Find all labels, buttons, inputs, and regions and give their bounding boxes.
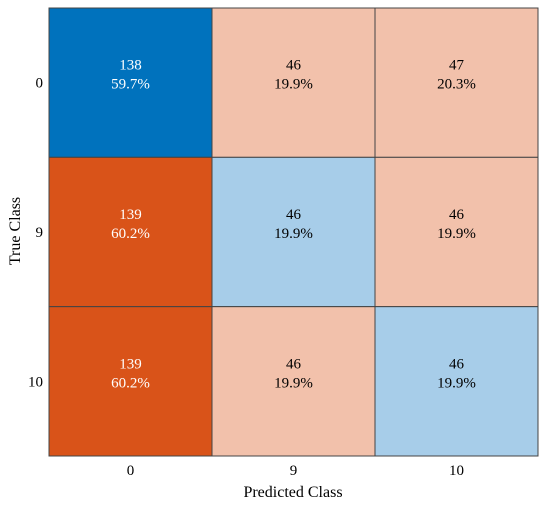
- x-axis-label: Predicted Class: [243, 484, 342, 501]
- matrix-cell-r1-c0: [48, 156, 213, 308]
- matrix-cell-r1-c1: [211, 156, 376, 308]
- y-tick-label-2: 10: [28, 374, 43, 390]
- cell-percent-r0-c2: 20.3%: [437, 77, 476, 93]
- ticks-layer: 0 9 10 0 9 10: [28, 76, 464, 479]
- y-axis-label: True Class: [7, 197, 24, 265]
- cell-percent-r1-c1: 19.9%: [274, 226, 313, 242]
- cell-count-r2-c0: 139: [119, 356, 142, 372]
- cells-layer: [48, 7, 539, 457]
- cell-percent-r0-c0: 59.7%: [111, 77, 150, 93]
- x-tick-label-1: 9: [290, 463, 298, 479]
- cell-count-r2-c2: 46: [449, 356, 465, 372]
- cell-count-r1-c1: 46: [286, 207, 302, 223]
- cell-percent-r2-c0: 60.2%: [111, 375, 150, 391]
- cell-count-r0-c2: 47: [449, 58, 465, 74]
- cell-percent-r2-c2: 19.9%: [437, 375, 476, 391]
- cell-count-r0-c1: 46: [286, 58, 302, 74]
- x-tick-label-2: 10: [449, 463, 464, 479]
- matrix-cell-r2-c0: [48, 306, 213, 457]
- cell-count-r2-c1: 46: [286, 356, 302, 372]
- matrix-cell-r0-c0: [48, 7, 213, 158]
- x-tick-label-0: 0: [127, 463, 135, 479]
- cell-percent-r2-c1: 19.9%: [274, 375, 313, 391]
- matrix-cell-r0-c2: [374, 7, 539, 158]
- cell-percent-r1-c0: 60.2%: [111, 226, 150, 242]
- y-tick-label-1: 9: [36, 225, 44, 241]
- matrix-cell-r0-c1: [211, 7, 376, 158]
- matrix-cell-r2-c1: [211, 306, 376, 457]
- matrix-cell-r2-c2: [374, 306, 539, 457]
- matrix-cell-r1-c2: [374, 156, 539, 308]
- y-tick-label-0: 0: [36, 76, 44, 92]
- cell-count-r0-c0: 138: [119, 58, 142, 74]
- labels-layer: 138 59.7% 46 19.9% 47 20.3% 139 60.2% 46 19.9% 46 1…: [111, 58, 476, 392]
- cell-percent-r0-c1: 19.9%: [274, 77, 313, 93]
- cell-percent-r1-c2: 19.9%: [437, 226, 476, 242]
- cell-count-r1-c0: 139: [119, 207, 142, 223]
- cell-count-r1-c2: 46: [449, 207, 465, 223]
